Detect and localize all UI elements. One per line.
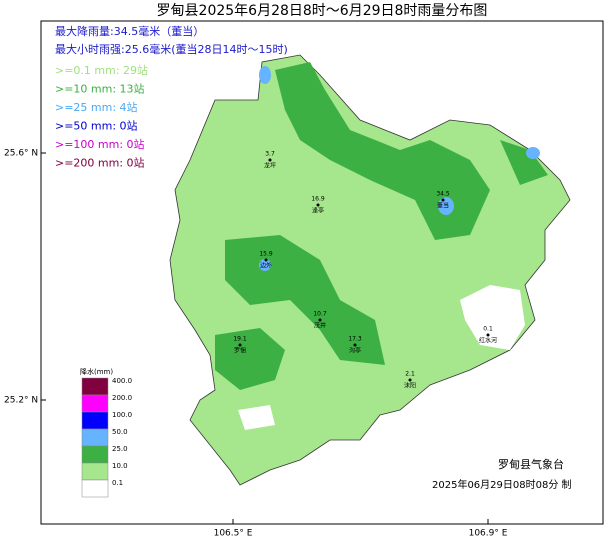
lat-label: 25.2° N — [4, 396, 38, 406]
legend-label: 0.1 — [112, 479, 123, 487]
no-rain-zone — [460, 285, 525, 350]
station-value: 16.9 — [311, 196, 325, 203]
legend-label: 10.0 — [112, 462, 128, 470]
rain-zone — [500, 140, 548, 185]
no-rain-zone — [238, 405, 275, 430]
legend-label: 25.0 — [112, 445, 128, 453]
summary-line: 最大小时雨强:25.6毫米(董当28日14时～15时) — [55, 42, 288, 56]
station-value: 0.1 — [483, 326, 493, 333]
station-dot — [316, 203, 320, 207]
legend-swatch — [81, 377, 109, 396]
rain-zone — [259, 259, 271, 271]
legend-label: 400.0 — [112, 377, 132, 385]
threshold-count: >=50 mm: 0站 — [55, 119, 138, 133]
station-dot — [408, 378, 412, 382]
legend-swatch — [81, 428, 109, 447]
rain-zone — [215, 328, 285, 390]
legend-swatch — [81, 479, 109, 498]
station-name: 逢亭 — [312, 207, 324, 215]
lon-label: 106.9° E — [469, 529, 508, 539]
station-name: 沫阳 — [404, 382, 416, 390]
station-dot — [238, 343, 242, 347]
legend-title: 降水(mm) — [80, 367, 113, 376]
station-dot — [318, 318, 322, 322]
station-name: 董当 — [437, 202, 449, 210]
station-dot — [353, 343, 357, 347]
threshold-count: >=100 mm: 0站 — [55, 137, 145, 151]
made-time: 2025年06月29日08时08分 制 — [432, 478, 572, 491]
station-name: 红水河 — [479, 337, 497, 345]
legend-label: 50.0 — [112, 428, 128, 436]
station-name: 边外 — [260, 262, 272, 270]
threshold-count: >=0.1 mm: 29站 — [55, 63, 148, 77]
station-value: 17.3 — [348, 336, 362, 343]
station-name: 沟亭 — [349, 347, 361, 355]
station-value: 34.5 — [436, 191, 450, 198]
station-value: 3.7 — [265, 151, 275, 158]
rain-zone — [275, 62, 490, 240]
station-dot — [264, 258, 268, 262]
title: 罗甸县2025年6月28日8时～6月29日8时雨量分布图 — [157, 3, 488, 19]
station-name: 罗悃 — [234, 347, 246, 355]
station-value: 19.1 — [233, 336, 247, 343]
lon-label: 106.5° E — [214, 529, 253, 539]
station-dot — [441, 198, 445, 202]
legend-label: 200.0 — [112, 394, 132, 402]
station-value: 10.7 — [313, 311, 327, 318]
legend-swatch — [81, 445, 109, 464]
org: 罗甸县气象台 — [498, 457, 564, 471]
summary-line: 最大降雨量:34.5毫米（董当） — [55, 24, 204, 38]
legend-swatch — [81, 411, 109, 430]
legend-label: 100.0 — [112, 411, 132, 419]
station-name: 龙坪 — [264, 162, 276, 170]
threshold-count: >=10 mm: 13站 — [55, 82, 145, 96]
rain-zone — [438, 197, 454, 215]
rain-zone — [259, 66, 271, 84]
lat-label: 25.6° N — [4, 149, 38, 159]
threshold-count: >=25 mm: 4站 — [55, 100, 138, 114]
station-dot — [268, 158, 272, 162]
station-name: 茂井 — [314, 322, 326, 330]
station-value: 2.1 — [405, 371, 415, 378]
legend-swatch — [81, 394, 109, 413]
station-value: 15.9 — [259, 251, 273, 258]
rain-zone — [526, 147, 540, 159]
threshold-count: >=200 mm: 0站 — [55, 156, 145, 170]
station-dot — [486, 333, 490, 337]
legend-swatch — [81, 462, 109, 481]
